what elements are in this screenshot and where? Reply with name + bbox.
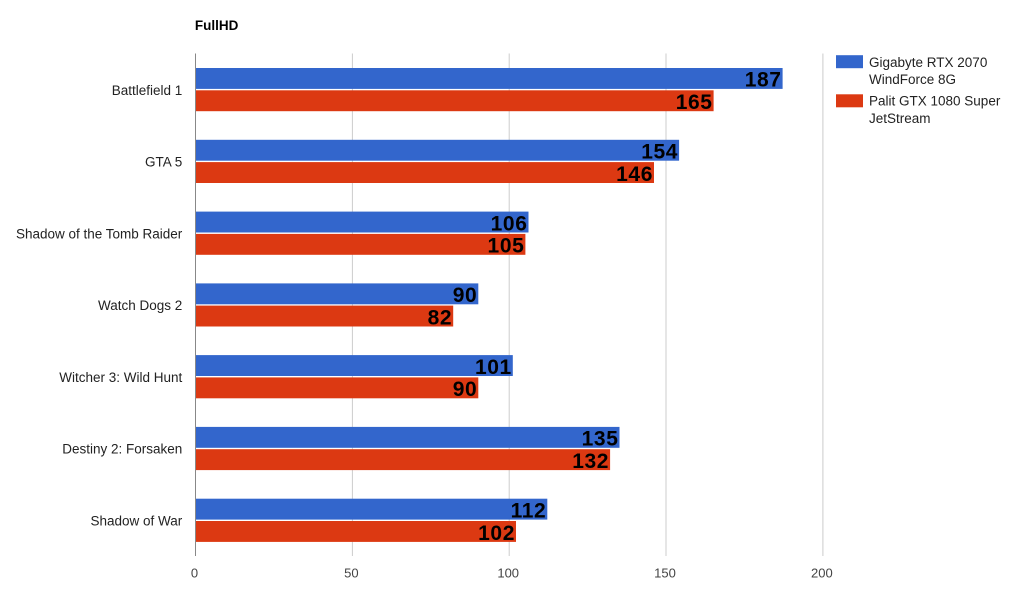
- svg-text:135: 135: [582, 428, 619, 451]
- svg-text:GTA 5: GTA 5: [145, 155, 182, 170]
- svg-text:JetStream: JetStream: [869, 111, 931, 126]
- svg-text:90: 90: [453, 284, 478, 307]
- svg-text:200: 200: [811, 565, 833, 580]
- svg-text:154: 154: [641, 141, 678, 164]
- svg-text:Gigabyte RTX 2070: Gigabyte RTX 2070: [869, 55, 987, 70]
- svg-text:165: 165: [676, 91, 713, 114]
- svg-text:150: 150: [654, 565, 676, 580]
- svg-text:Shadow of War: Shadow of War: [91, 514, 183, 529]
- svg-text:Destiny 2: Forsaken: Destiny 2: Forsaken: [62, 442, 182, 457]
- svg-text:105: 105: [488, 235, 525, 258]
- svg-text:Shadow of the Tomb Raider: Shadow of the Tomb Raider: [16, 226, 183, 241]
- svg-text:106: 106: [491, 212, 528, 235]
- svg-text:0: 0: [191, 565, 198, 580]
- svg-text:Watch Dogs 2: Watch Dogs 2: [98, 298, 182, 313]
- svg-text:102: 102: [478, 522, 515, 545]
- svg-text:90: 90: [453, 378, 478, 401]
- svg-text:82: 82: [428, 306, 453, 329]
- svg-text:132: 132: [572, 450, 609, 473]
- svg-text:187: 187: [745, 69, 782, 92]
- svg-text:Palit GTX 1080 Super: Palit GTX 1080 Super: [869, 94, 1001, 109]
- svg-text:FullHD: FullHD: [195, 18, 239, 33]
- svg-text:WindForce 8G: WindForce 8G: [869, 72, 956, 87]
- svg-text:50: 50: [344, 565, 358, 580]
- svg-text:112: 112: [511, 500, 547, 523]
- svg-text:146: 146: [616, 163, 653, 186]
- svg-text:100: 100: [497, 565, 519, 580]
- svg-text:Witcher 3: Wild Hunt: Witcher 3: Wild Hunt: [59, 370, 182, 385]
- svg-text:101: 101: [475, 356, 512, 379]
- svg-text:Battlefield 1: Battlefield 1: [112, 83, 183, 98]
